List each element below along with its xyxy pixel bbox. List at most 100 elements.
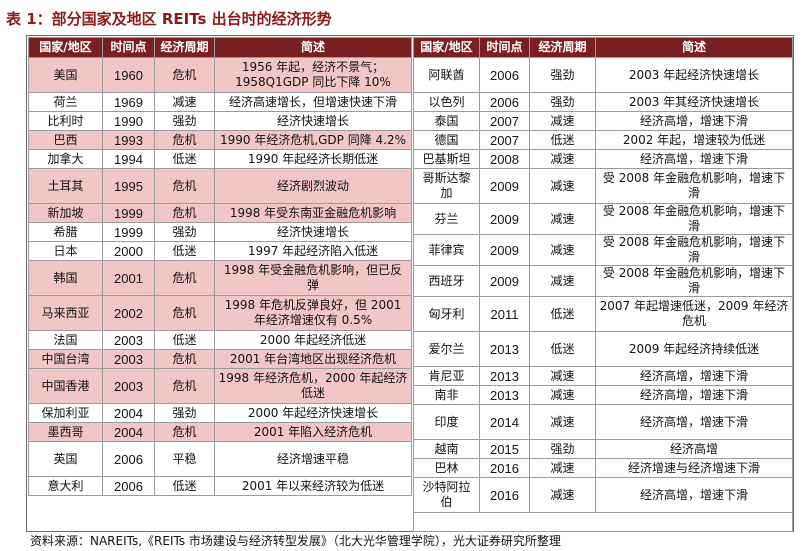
year-cell: 1994 — [102, 149, 155, 169]
source-note: 资料来源：NAREITs,《REITs 市场建设与经济转型发展》（北大光华管理学… — [30, 534, 561, 548]
table-row: 越南 2015 强劲 经济高增 — [413, 439, 793, 459]
table-row: 以色列 2006 强劲 2003 年其经济快速增长 — [413, 92, 793, 112]
cycle-cell: 低迷 — [154, 241, 215, 261]
table-title: 表 1：部分国家及地区 REITs 出台时的经济形势 — [6, 10, 332, 28]
year-cell: 2006 — [102, 441, 155, 477]
cycle-cell: 减速 — [529, 111, 596, 131]
header-cycle: 经济周期 — [529, 37, 596, 58]
table-row: 荷兰 1969 减速 经济高速增长，但增速快速下滑 — [28, 92, 412, 112]
table-row: 泰国 2007 减速 经济高增，增速下滑 — [413, 111, 793, 131]
country-cell: 中国台湾 — [28, 349, 103, 369]
desc-cell: 经济高增，增速下滑 — [595, 149, 793, 169]
desc-cell: 2003 年其经济快速增长 — [595, 92, 793, 112]
desc-cell: 2001 年台湾地区出现经济危机 — [214, 349, 412, 369]
country-cell: 芬兰 — [413, 203, 480, 235]
table-row: 中国香港 2003 危机 1998 年经济危机，2000 年起经济低迷 — [28, 368, 412, 404]
table-row: 希腊 1999 强劲 经济快速增长 — [28, 222, 412, 242]
year-cell: 2006 — [479, 92, 530, 112]
country-cell: 土耳其 — [28, 168, 103, 204]
right-table: 国家/地区 时间点 经济周期 简述 阿联酋 2006 强劲 2003 年起经济快速增长… — [413, 37, 793, 532]
desc-cell: 经济高增，增速下滑 — [595, 477, 793, 513]
year-cell: 1999 — [102, 222, 155, 242]
year-cell: 2016 — [479, 458, 530, 478]
year-cell: 2002 — [102, 295, 155, 331]
cycle-cell: 强劲 — [154, 403, 215, 423]
country-cell: 南非 — [413, 385, 480, 405]
country-cell: 匈牙利 — [413, 296, 480, 332]
table-row: 土耳其 1995 危机 经济剧烈波动 — [28, 168, 412, 204]
country-cell: 巴林 — [413, 458, 480, 478]
country-cell: 巴西 — [28, 130, 103, 150]
country-cell: 日本 — [28, 241, 103, 261]
table-row: 美国 1960 危机 1956 年起，经济不景气；1958Q1GDP 同比下降 10% — [28, 57, 412, 93]
country-cell: 肯尼亚 — [413, 366, 480, 386]
desc-cell: 1990 年经济危机,GDP 同降 4.2% — [214, 130, 412, 150]
desc-cell: 2001 年陷入经济危机 — [214, 422, 412, 442]
year-cell: 2007 — [479, 111, 530, 131]
desc-cell: 1997 年起经济陷入低迷 — [214, 241, 412, 261]
year-cell: 2004 — [102, 422, 155, 442]
table-row: 爱尔兰 2013 低迷 2009 年起经济持续低迷 — [413, 331, 793, 367]
table-row: 巴林 2016 减速 经济增速与经济增速下滑 — [413, 458, 793, 478]
desc-cell: 2001 年以来经济较为低迷 — [214, 476, 412, 496]
year-cell: 2003 — [102, 330, 155, 350]
year-cell: 1960 — [102, 57, 155, 93]
year-cell: 2007 — [479, 130, 530, 150]
year-cell: 2009 — [479, 203, 530, 235]
country-cell: 菲律宾 — [413, 234, 480, 266]
year-cell: 2008 — [479, 149, 530, 169]
table-row: 南非 2013 减速 经济高增，增速下滑 — [413, 385, 793, 405]
year-cell: 2009 — [479, 168, 530, 204]
table-row: 新加坡 1999 危机 1998 年受东南亚金融危机影响 — [28, 203, 412, 223]
desc-cell: 受 2008 年金融危机影响，增速下滑 — [595, 168, 793, 204]
year-cell: 2014 — [479, 404, 530, 440]
country-cell: 法国 — [28, 330, 103, 350]
cycle-cell: 危机 — [154, 57, 215, 93]
country-cell: 保加利亚 — [28, 403, 103, 423]
cycle-cell: 减速 — [529, 234, 596, 266]
desc-cell: 经济快速增长 — [214, 222, 412, 242]
country-cell: 意大利 — [28, 476, 103, 496]
year-cell: 2013 — [479, 366, 530, 386]
table-row: 巴西 1993 危机 1990 年经济危机,GDP 同降 4.2% — [28, 130, 412, 150]
country-cell: 以色列 — [413, 92, 480, 112]
cycle-cell: 低迷 — [529, 130, 596, 150]
cycle-cell: 减速 — [529, 366, 596, 386]
country-cell: 哥斯达黎加 — [413, 168, 480, 204]
left-table-body: 美国 1960 危机 1956 年起，经济不景气；1958Q1GDP 同比下降 10%… — [28, 57, 412, 496]
cycle-cell: 低迷 — [154, 149, 215, 169]
desc-cell: 经济增速平稳 — [214, 441, 412, 477]
year-cell: 1969 — [102, 92, 155, 112]
desc-cell: 2000 年起经济快速增长 — [214, 403, 412, 423]
year-cell: 2003 — [102, 349, 155, 369]
country-cell: 爱尔兰 — [413, 331, 480, 367]
table-row: 法国 2003 低迷 2000 年起经济低迷 — [28, 330, 412, 350]
cycle-cell: 平稳 — [154, 441, 215, 477]
country-cell: 印度 — [413, 404, 480, 440]
year-cell: 2004 — [102, 403, 155, 423]
cycle-cell: 减速 — [529, 265, 596, 297]
country-cell: 中国香港 — [28, 368, 103, 404]
empty-cell — [413, 512, 793, 532]
desc-cell: 1998 年危机反弹良好，但 2001 年经济增速仅有 0.5% — [214, 295, 412, 331]
right-table-body: 阿联酋 2006 强劲 2003 年起经济快速增长 以色列 2006 强劲 2003 年其经济… — [413, 57, 793, 532]
cycle-cell: 强劲 — [529, 439, 596, 459]
desc-cell: 2003 年起经济快速增长 — [595, 57, 793, 93]
cycle-cell: 危机 — [154, 349, 215, 369]
desc-cell: 经济快速增长 — [214, 111, 412, 131]
year-cell: 2013 — [479, 331, 530, 367]
year-cell: 2001 — [102, 260, 155, 296]
cycle-cell: 低迷 — [154, 476, 215, 496]
country-cell: 美国 — [28, 57, 103, 93]
country-cell: 加拿大 — [28, 149, 103, 169]
table-row: 墨西哥 2004 危机 2001 年陷入经济危机 — [28, 422, 412, 442]
cycle-cell: 低迷 — [154, 330, 215, 350]
year-cell: 1993 — [102, 130, 155, 150]
table-row: 德国 2007 低迷 2002 年起，增速较为低迷 — [413, 130, 793, 150]
year-cell: 2016 — [479, 477, 530, 513]
desc-cell: 1998 年受金融危机影响，但已反弹 — [214, 260, 412, 296]
desc-cell: 经济高速增长，但增速快速下滑 — [214, 92, 412, 112]
country-cell: 巴基斯坦 — [413, 149, 480, 169]
table-row: 马来西亚 2002 危机 1998 年危机反弹良好，但 2001 年经济增速仅有 0.… — [28, 295, 412, 331]
country-cell: 英国 — [28, 441, 103, 477]
